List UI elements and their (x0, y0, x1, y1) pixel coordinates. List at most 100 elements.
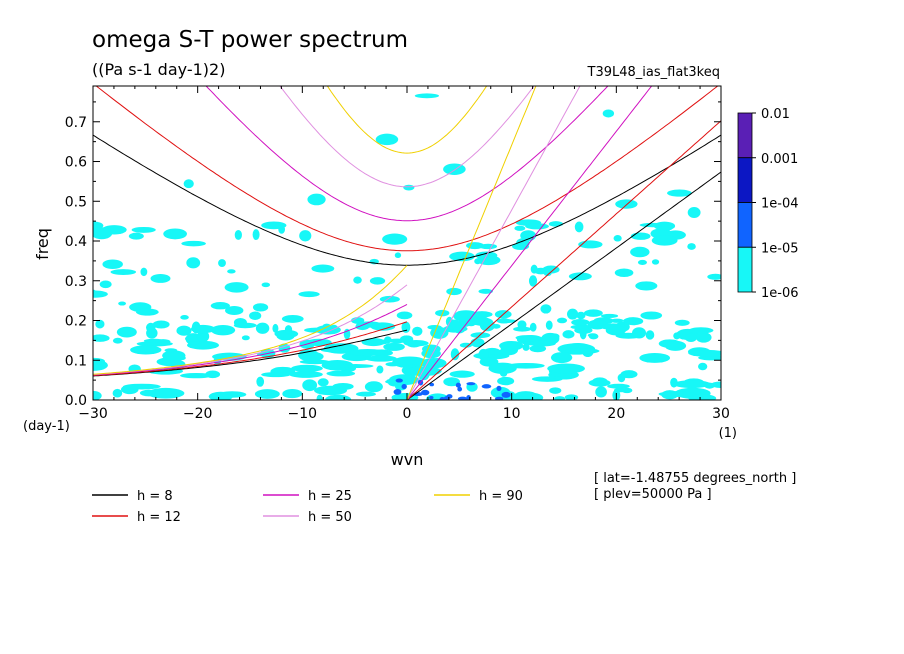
contour-patch (446, 287, 462, 296)
contour-patch (162, 350, 186, 361)
contour-patch (615, 199, 638, 209)
contour-patch (291, 364, 323, 372)
contour-patch (554, 396, 566, 400)
x-tick-label: −20 (183, 406, 213, 422)
contour-patch (600, 313, 619, 318)
contour-patch (576, 311, 586, 320)
ig-curve (326, 86, 488, 154)
contour-patch (637, 259, 647, 265)
x-tick-label: −30 (78, 406, 108, 422)
x-unit-label: (1) (719, 426, 737, 441)
colorbar-label: 1e-04 (761, 197, 799, 212)
contour-patch (540, 304, 552, 314)
contour-patch (640, 311, 663, 320)
ig-curve (93, 134, 721, 266)
contour-patch (112, 337, 123, 344)
contour-patch (180, 315, 189, 320)
contour-patch (261, 372, 291, 378)
contour-patch-level2 (455, 382, 461, 388)
contour-patch (120, 384, 139, 395)
contour-patch (311, 264, 335, 273)
contour-patch (176, 325, 192, 336)
contour-patch-level2 (439, 397, 446, 400)
x-axis-label: wvn (391, 450, 424, 469)
contour-patch (93, 227, 113, 240)
contour-patch (673, 332, 681, 340)
contour-patch (562, 330, 575, 339)
contour-patch (617, 373, 626, 383)
contour-patch (557, 317, 568, 324)
contour-patch (443, 163, 466, 175)
ig-curve (279, 86, 535, 188)
x-tick-label: 0 (403, 406, 412, 422)
y-unit-label: (day-1) (23, 419, 70, 434)
contour-patch (93, 390, 102, 400)
contour-patch (281, 314, 304, 323)
contour-patch (623, 317, 644, 326)
colorbar-label: 1e-05 (761, 241, 799, 256)
y-tick-label: 0.6 (65, 155, 87, 171)
contour-patch (316, 394, 323, 400)
contour-patch (227, 269, 236, 274)
legend-label: h = 50 (308, 510, 352, 525)
colorbar-label: 1e-06 (761, 286, 799, 301)
contour-patch (670, 377, 678, 388)
mrg-curve (93, 329, 408, 377)
kelvin-curve (406, 120, 721, 400)
contour-patch (567, 308, 579, 320)
contour-patch (520, 230, 537, 242)
mrg-curve (93, 321, 408, 377)
contour-patch (317, 378, 329, 387)
contour-patch-level2 (501, 391, 511, 398)
contour-patch (687, 206, 701, 219)
contour-patch (353, 276, 362, 284)
contour-patch (588, 379, 611, 387)
contour-patch (143, 338, 165, 343)
colorbar-label: 0.001 (761, 152, 798, 167)
contour-patch (355, 322, 370, 331)
y-tick-label: 0.2 (65, 314, 87, 330)
contour-patch (695, 332, 712, 343)
contour-patch (274, 329, 299, 339)
contour-patch (365, 355, 397, 362)
colorbar-swatch (737, 246, 753, 293)
legend-label: h = 8 (137, 489, 173, 504)
contour-patch (459, 342, 473, 348)
contour-patch (299, 230, 312, 242)
chart-title: omega S-T power spectrum (92, 27, 408, 53)
contour-patch (470, 338, 485, 348)
legend-label: h = 12 (137, 510, 181, 525)
contour-patch (664, 340, 687, 351)
contour-patch (474, 258, 482, 265)
contour-patch (93, 357, 106, 365)
contour-patch-level2 (457, 396, 468, 400)
contour-patch (326, 370, 356, 377)
contour-patch (302, 379, 318, 392)
contour-patch (405, 366, 442, 377)
contour-patch-level2 (496, 385, 502, 392)
contour-patch (579, 328, 587, 340)
contour-patch (651, 259, 660, 265)
contour-patch (497, 376, 515, 386)
contour-patch (150, 273, 171, 283)
contour-patch (164, 348, 178, 353)
contour-patch (224, 282, 249, 293)
contour-patch (110, 269, 137, 275)
contour-patch (449, 251, 475, 262)
contour-patch (403, 184, 415, 191)
contour-patch (284, 325, 293, 334)
contour-patch (99, 280, 112, 289)
ig-curve (95, 86, 719, 252)
contour-patch (533, 267, 548, 275)
contour-patch (529, 345, 547, 353)
contour-patch (674, 319, 690, 326)
legend-label: h = 25 (308, 489, 352, 504)
kelvin-curve (406, 86, 581, 400)
contour-patch-level2 (401, 384, 407, 390)
contour-patch (289, 370, 323, 378)
contour-patch (241, 335, 250, 341)
y-tick-label: 0.0 (65, 393, 87, 409)
contour-patch (607, 383, 630, 389)
contour-patch (370, 322, 396, 331)
contour-patch (513, 326, 532, 332)
